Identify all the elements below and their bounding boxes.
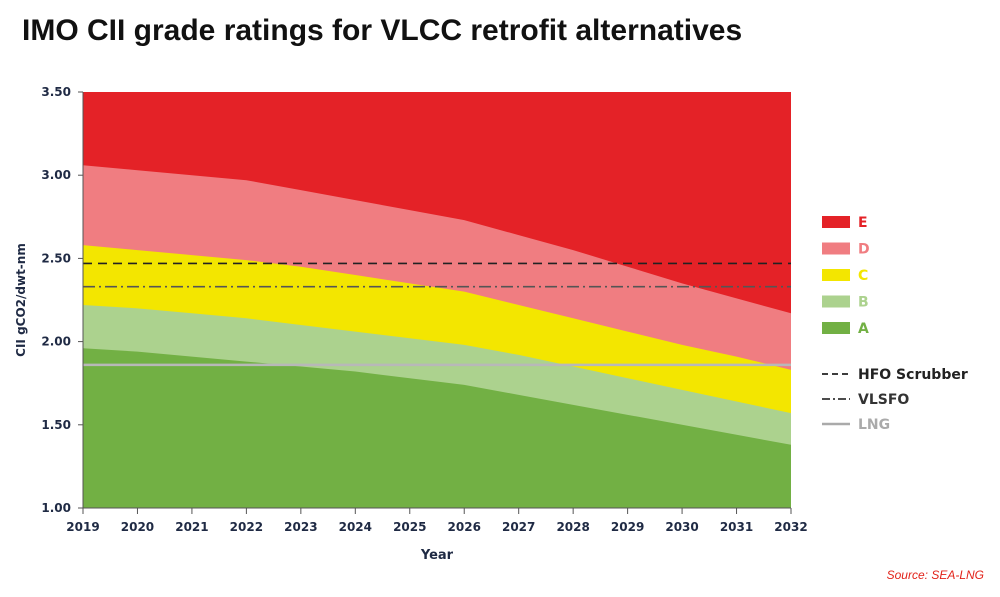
axes: 1.00 1.50 2.00 2.50 3.00 3.50 2019 2020 2021 2022… — [14, 85, 808, 563]
y-axis-label: CII gCO2/dwt-nm — [14, 243, 28, 357]
y-tick-label: 1.00 — [41, 501, 71, 515]
legend-swatch-e — [822, 216, 850, 228]
x-tick-label: 2032 — [774, 520, 807, 534]
x-tick-label: 2020 — [121, 520, 154, 534]
y-tick-label: 1.50 — [41, 418, 71, 432]
x-tick-label: 2021 — [175, 520, 208, 534]
legend-label-a: A — [858, 321, 869, 337]
x-tick-label: 2030 — [665, 520, 698, 534]
x-tick-label: 2031 — [720, 520, 753, 534]
y-tick-label: 2.50 — [41, 251, 71, 265]
band-a — [83, 348, 791, 508]
y-tick-label: 3.00 — [41, 168, 71, 182]
x-axis-label: Year — [420, 548, 454, 563]
legend-swatch-d — [822, 242, 850, 255]
y-tick-label: 2.00 — [41, 335, 71, 349]
x-tick-label: 2025 — [393, 520, 426, 534]
legend-swatch-b — [822, 295, 850, 308]
legend-swatch-a — [822, 322, 850, 334]
x-tick-label: 2023 — [284, 520, 317, 534]
x-tick-label: 2022 — [230, 520, 263, 534]
reference-lines — [83, 262, 791, 367]
legend-label-e: E — [858, 215, 868, 231]
legend-label-c: C — [858, 268, 868, 284]
x-tick-label: 2019 — [66, 520, 99, 534]
x-tick-label: 2029 — [611, 520, 644, 534]
legend-label-vlsfo: VLSFO — [858, 392, 909, 408]
chart-title: IMO CII grade ratings for VLCC retrofit … — [22, 14, 743, 47]
x-tick-label: 2026 — [448, 520, 481, 534]
x-tick-label: 2028 — [556, 520, 589, 534]
legend-label-lng: LNG — [858, 417, 890, 433]
legend-swatch-c — [822, 269, 850, 281]
y-tick-label: 3.50 — [41, 85, 71, 99]
grade-bands — [83, 92, 791, 508]
source-note: Source: SEA-LNG — [886, 568, 984, 582]
x-tick-label: 2024 — [339, 520, 372, 534]
legend-label-b: B — [858, 295, 869, 311]
legend-label-hfo-scrubber: HFO Scrubber — [858, 367, 968, 383]
x-tick-label: 2027 — [502, 520, 535, 534]
legend-label-d: D — [858, 242, 870, 258]
